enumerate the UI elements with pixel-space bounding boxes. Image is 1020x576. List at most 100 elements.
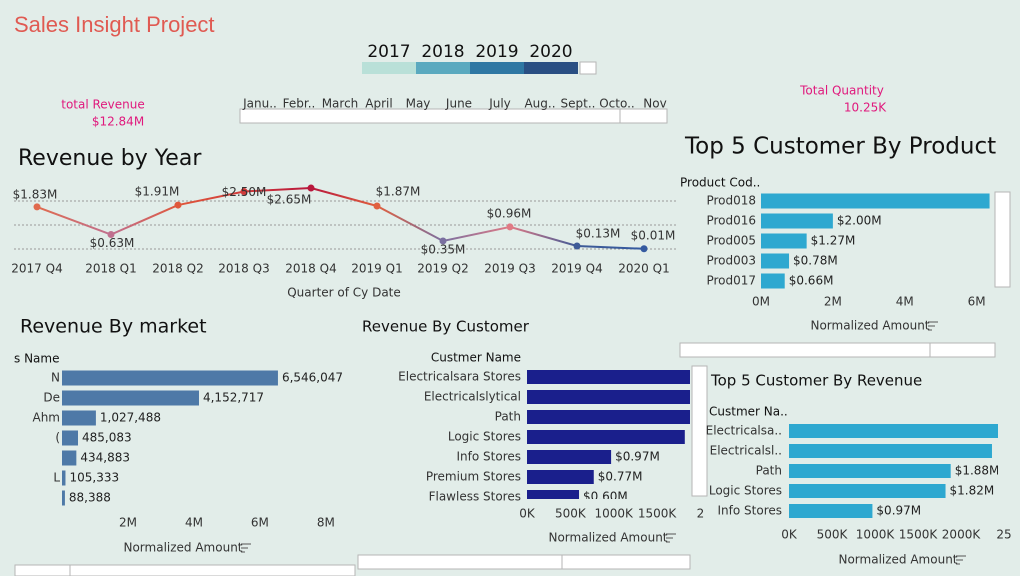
kpi-value: 10.25K <box>844 101 887 115</box>
x-tick-label: 1500K <box>899 528 939 542</box>
x-axis-label: Normalized Amount <box>810 319 929 333</box>
value-label: $1.88M <box>955 464 1000 478</box>
bar <box>761 193 990 209</box>
month-option[interactable]: Febr.. <box>283 97 316 111</box>
bar <box>527 430 685 444</box>
month-option[interactable]: May <box>406 97 431 111</box>
chart-title: Top 5 Customer By Product <box>684 134 996 160</box>
year-swatch[interactable] <box>524 62 578 74</box>
category-header: Custmer Na.. <box>709 405 788 419</box>
x-axis-label: Normalized Amount <box>123 541 242 555</box>
scrollbar[interactable] <box>691 365 708 497</box>
point <box>373 202 381 210</box>
value-label: $2.65M <box>267 193 312 207</box>
value-label: $1.91M <box>135 185 180 199</box>
x-tick-label: 0K <box>781 528 798 542</box>
chart-title: Top 5 Customer By Revenue <box>710 372 922 390</box>
month-option[interactable]: Nov <box>643 97 666 111</box>
point <box>506 223 514 231</box>
month-option[interactable]: Sept.. <box>561 97 596 111</box>
bar <box>62 450 77 466</box>
month-option[interactable]: July <box>488 97 511 111</box>
month-option[interactable]: April <box>365 97 392 111</box>
value-label: $0.78M <box>793 254 838 268</box>
bars: $0.97M $0.77M $0.60M <box>527 370 690 504</box>
x-axis-label: Normalized Amount <box>548 531 667 545</box>
bar <box>62 470 66 486</box>
category-header: Product Cod.. <box>680 176 760 190</box>
category-label: Logic Stores <box>709 484 782 498</box>
x-tick-label: 2019 Q3 <box>484 262 535 276</box>
year-swatch[interactable] <box>416 62 470 74</box>
value-label: $0.66M <box>789 274 834 288</box>
category-label: Electricalsara Stores <box>398 370 521 384</box>
month-option[interactable]: March <box>322 97 359 111</box>
year-option[interactable]: 2018 <box>421 42 464 62</box>
x-tick-label: 25 <box>996 528 1011 542</box>
point <box>107 231 115 239</box>
value-label: $0.97M <box>876 504 921 518</box>
chart-title: Revenue by Year <box>18 146 202 171</box>
value-label: 4,152,717 <box>203 391 264 405</box>
bar <box>789 484 946 498</box>
x-tick-label: 2 <box>697 507 705 521</box>
value-label: 105,333 <box>69 471 119 485</box>
bar <box>62 410 96 426</box>
month-option[interactable]: Janu.. <box>242 97 277 111</box>
kpi-value: $12.84M <box>92 115 144 129</box>
x-tick-label: 0K <box>519 507 536 521</box>
scrollbar[interactable] <box>679 342 996 358</box>
x-tick-label: 8M <box>317 516 335 530</box>
category-label: ( <box>55 431 60 445</box>
bar <box>62 370 278 386</box>
month-slider[interactable] <box>239 108 668 124</box>
month-option[interactable]: Octo.. <box>599 97 635 111</box>
point <box>640 245 648 253</box>
x-tick-label: 1500K <box>638 507 678 521</box>
bar <box>789 444 992 458</box>
category-label: Electricalsl.. <box>710 444 782 458</box>
x-tick-label: 6M <box>968 295 986 309</box>
category-label: Electricalslytical <box>424 390 521 404</box>
month-option[interactable]: Aug.. <box>524 97 555 111</box>
category-label: Prod018 <box>706 194 756 208</box>
x-tick-label: 2019 Q2 <box>417 262 468 276</box>
x-tick-label: 2017 Q4 <box>11 262 62 276</box>
bars: 6,546,047 4,152,717 1,027,488 485,083 434,88… <box>62 370 343 506</box>
value-label: $2.50M <box>222 185 267 199</box>
year-filter-toggle[interactable] <box>579 61 597 75</box>
year-option[interactable]: 2020 <box>529 42 572 62</box>
scrollbar[interactable] <box>357 554 691 570</box>
scrollbar[interactable] <box>994 191 1011 288</box>
value-label: $2.00M <box>837 214 882 228</box>
x-axis-label: Quarter of Cy Date <box>287 286 401 300</box>
chart-title: Revenue By market <box>20 316 207 338</box>
bar <box>761 233 807 249</box>
x-tick-label: 4M <box>185 516 203 530</box>
year-option[interactable]: 2017 <box>367 42 410 62</box>
point <box>240 188 248 195</box>
x-tick-label: 2M <box>824 295 842 309</box>
year-swatch[interactable] <box>362 62 416 74</box>
value-label: $0.60M <box>583 490 628 504</box>
scrollbar[interactable] <box>14 564 356 576</box>
bar <box>789 504 873 518</box>
bar <box>761 253 790 269</box>
bar <box>789 464 951 478</box>
kpi-label: Total Quantity <box>799 84 884 98</box>
bar <box>527 410 690 424</box>
page-title: Sales Insight Project <box>14 12 215 37</box>
category-label: Ahm <box>32 411 60 425</box>
value-label: 88,388 <box>69 491 111 505</box>
year-option[interactable]: 2019 <box>475 42 518 62</box>
point <box>439 237 447 245</box>
category-label: Path <box>495 410 521 424</box>
point <box>573 242 581 250</box>
x-tick-label: 0M <box>752 295 770 309</box>
x-tick-label: 500K <box>555 507 587 521</box>
category-label: Flawless Stores <box>429 490 521 504</box>
x-tick-label: 2018 Q1 <box>85 262 136 276</box>
value-label: $0.96M <box>487 206 532 220</box>
year-swatch[interactable] <box>470 62 524 74</box>
month-option[interactable]: June <box>445 97 472 111</box>
